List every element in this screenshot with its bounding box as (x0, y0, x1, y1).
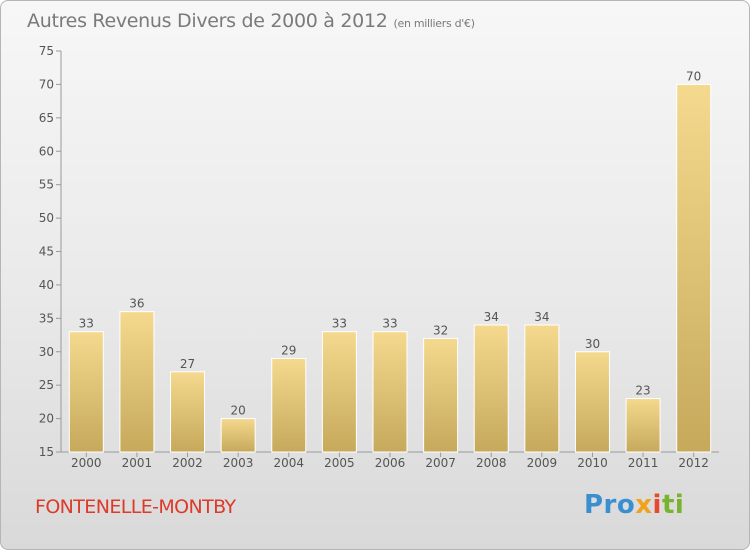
data-label: 33 (79, 317, 94, 331)
y-tick-label: 30 (39, 345, 54, 359)
y-tick-label: 20 (39, 412, 54, 426)
proxiti-logo: Proxiti (584, 490, 684, 520)
bar (473, 324, 509, 453)
y-tick-label: 60 (39, 144, 54, 158)
y-tick-label: 75 (39, 44, 54, 58)
bar (271, 357, 307, 453)
y-tick-label: 40 (39, 278, 54, 292)
bar (119, 311, 155, 453)
value-labels: 33 36 27 20 29 33 33 32 34 34 30 23 70 (79, 69, 702, 417)
data-label: 29 (281, 343, 296, 357)
logo-part-4: ti (661, 490, 685, 520)
data-label: 70 (686, 69, 701, 83)
logo-part-2: x (635, 490, 653, 520)
data-label: 23 (635, 384, 650, 398)
bar (423, 337, 459, 453)
data-label: 34 (534, 310, 549, 324)
x-tick-label: 2010 (577, 456, 608, 470)
bar (170, 371, 206, 453)
bar (625, 398, 661, 453)
bars (68, 83, 712, 453)
x-tick-label: 2011 (628, 456, 659, 470)
x-tick-label: 2012 (678, 456, 709, 470)
x-tick-label: 2007 (425, 456, 456, 470)
bar (372, 331, 408, 453)
data-label: 27 (180, 357, 195, 371)
data-label: 36 (129, 297, 144, 311)
y-tick-label: 15 (39, 445, 54, 459)
data-label: 32 (433, 323, 448, 337)
x-tick-label: 2006 (375, 456, 406, 470)
title-main: Autres Revenus Divers de 2000 à 2012 (27, 10, 388, 32)
data-label: 30 (585, 337, 600, 351)
data-label: 33 (332, 317, 347, 331)
y-tick-label: 35 (39, 311, 54, 325)
y-tick-label: 25 (39, 378, 54, 392)
y-tick-label: 45 (39, 245, 54, 259)
bar (574, 351, 610, 453)
bar (321, 331, 357, 453)
bar (524, 324, 560, 453)
data-label: 34 (484, 310, 499, 324)
chart-title: Autres Revenus Divers de 2000 à 2012 (en … (27, 10, 475, 32)
y-tick-label: 55 (39, 178, 54, 192)
y-tick-label: 65 (39, 111, 54, 125)
title-unit: (en milliers d'€) (393, 17, 475, 30)
data-label: 33 (382, 317, 397, 331)
x-tick-label: 2002 (172, 456, 203, 470)
x-tick-label: 2001 (122, 456, 153, 470)
x-tick-label: 2009 (527, 456, 558, 470)
bar (68, 331, 104, 453)
x-tick-label: 2004 (273, 456, 304, 470)
x-tick-label: 2003 (223, 456, 254, 470)
x-tick-label: 2000 (71, 456, 102, 470)
y-tick-label: 50 (39, 211, 54, 225)
logo-part-1: Pro (584, 490, 636, 520)
y-tick-label: 70 (39, 77, 54, 91)
x-tick-label: 2005 (324, 456, 355, 470)
bar (676, 83, 712, 453)
commune-name: FONTENELLE-MONTBY (35, 496, 236, 518)
logo-part-3: i (652, 490, 662, 520)
bar (220, 418, 256, 453)
data-label: 20 (231, 404, 246, 418)
x-tick-label: 2008 (476, 456, 507, 470)
